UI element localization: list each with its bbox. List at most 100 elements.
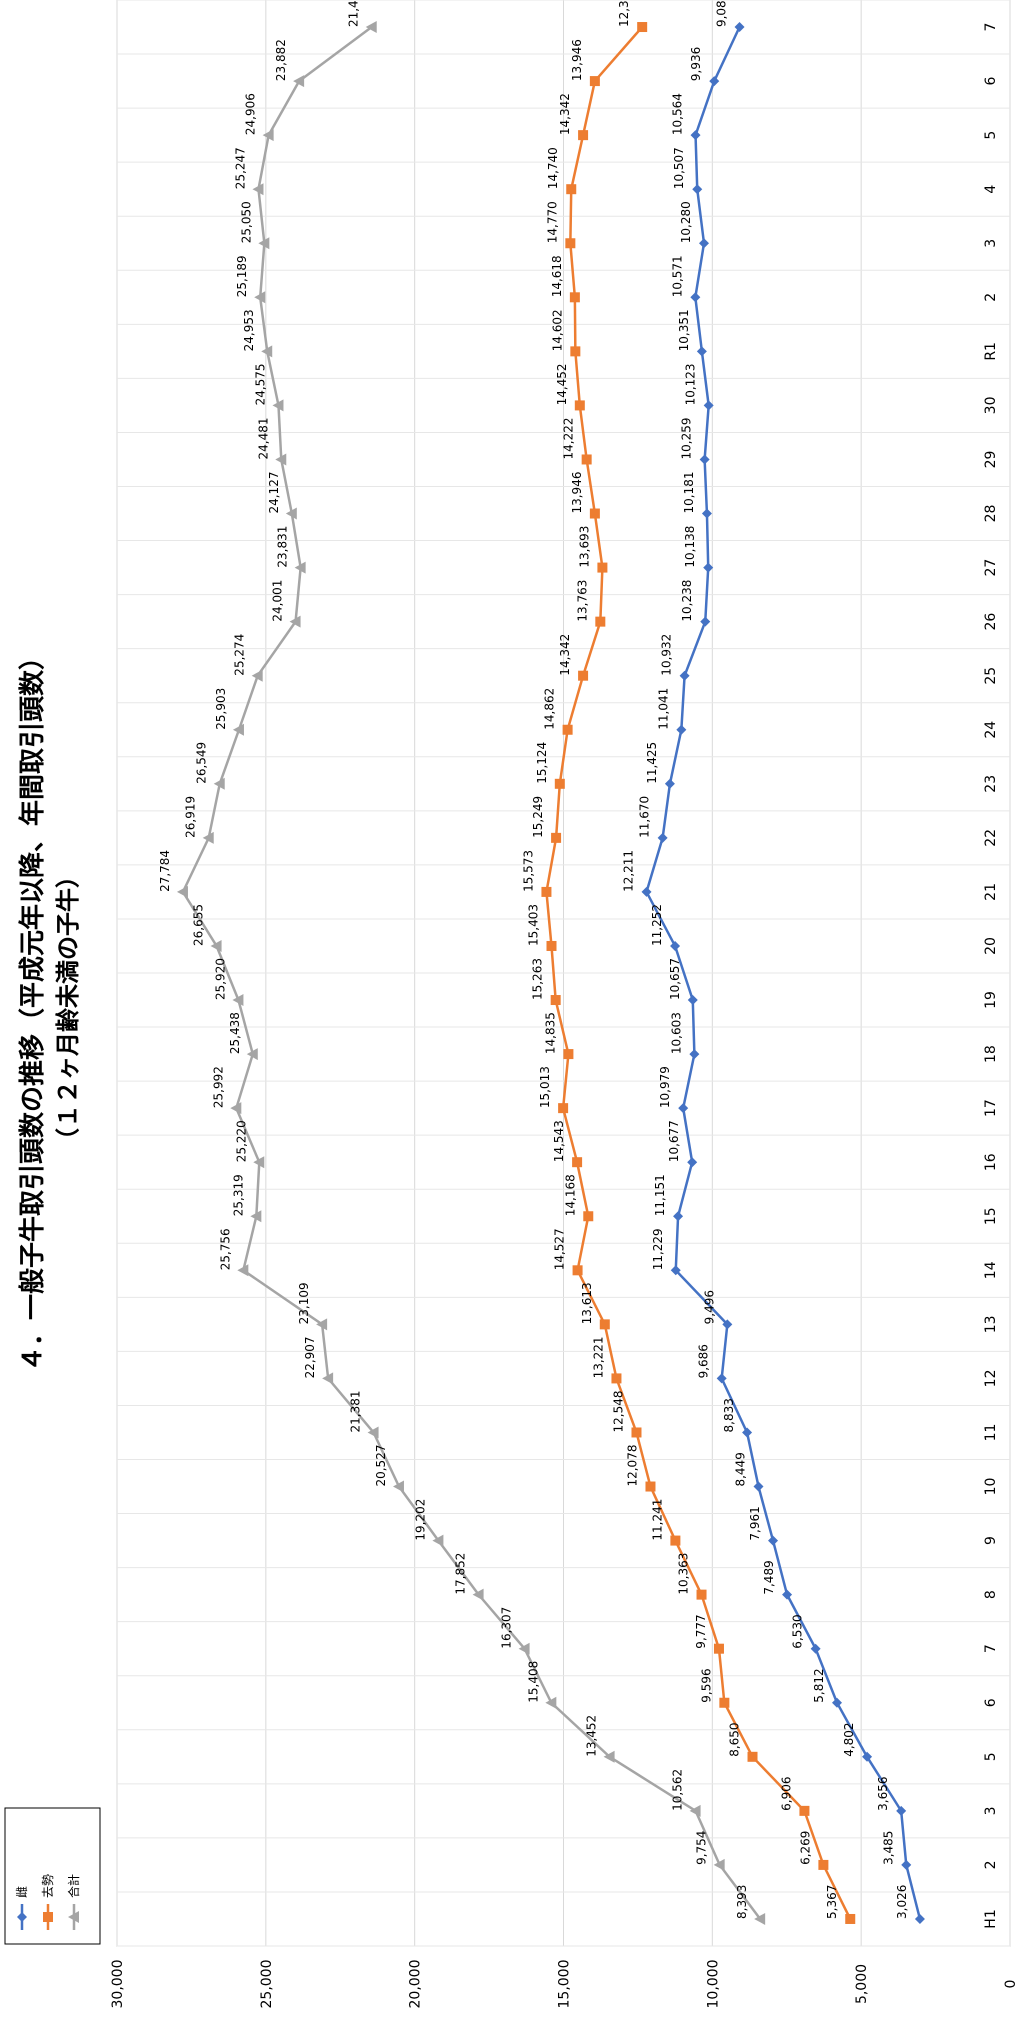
- data-point-marker: [709, 76, 720, 87]
- data-point-marker: [550, 995, 561, 1006]
- data-point-marker: [831, 1697, 842, 1708]
- data-label: 10,123: [684, 363, 698, 405]
- category-tick-label: 26: [983, 613, 999, 631]
- data-point-marker: [742, 1427, 753, 1438]
- data-label: 6,269: [798, 1831, 812, 1865]
- series-line: [545, 26, 852, 1920]
- data-label: 3,026: [895, 1885, 909, 1919]
- data-point-marker: [673, 1211, 684, 1222]
- category-tick-label: 3: [983, 1806, 999, 1815]
- data-label: 14,770: [545, 201, 559, 243]
- data-label: 6,906: [779, 1777, 793, 1811]
- chart-title-line2: （１２ヶ月齢未満の子牛）: [54, 864, 82, 1152]
- series-line: [645, 26, 922, 1920]
- category-tick-label: 5: [983, 1752, 999, 1761]
- data-label: 3,656: [876, 1777, 890, 1811]
- data-point-marker: [546, 940, 557, 951]
- data-point-marker: [578, 670, 589, 681]
- category-tick-label: 20: [983, 937, 999, 955]
- category-tick-label: 29: [983, 451, 999, 469]
- data-point-marker: [641, 886, 652, 897]
- data-point-marker: [713, 1643, 724, 1654]
- data-point-marker: [782, 1589, 793, 1600]
- data-point-marker: [541, 886, 552, 897]
- data-label: 20,527: [374, 1445, 388, 1487]
- data-label: 10,507: [672, 147, 686, 189]
- category-tick-label: 7: [983, 23, 999, 32]
- data-label: 8,393: [735, 1885, 749, 1919]
- series-female: [641, 22, 925, 1924]
- data-label: 24,127: [267, 472, 281, 514]
- data-point-marker: [176, 885, 188, 898]
- data-label: 10,603: [669, 1012, 683, 1054]
- data-label: 13,763: [575, 580, 589, 622]
- data-point-marker: [818, 1859, 829, 1870]
- category-tick-label: 16: [983, 1153, 999, 1171]
- data-point-marker: [232, 723, 244, 736]
- category-tick-label: 2: [983, 293, 999, 302]
- category-tick-label: 5: [983, 131, 999, 140]
- data-label: 6,530: [791, 1614, 805, 1648]
- data-label: 11,425: [645, 742, 659, 784]
- data-point-marker: [676, 724, 687, 735]
- data-label: 15,263: [531, 958, 545, 1000]
- data-point-marker: [202, 831, 214, 844]
- data-point-marker: [289, 615, 301, 628]
- data-point-marker: [670, 940, 681, 951]
- data-point-marker: [551, 832, 562, 843]
- data-label: 10,657: [668, 958, 682, 1000]
- data-label: 10,181: [682, 472, 696, 514]
- data-label: 10,564: [671, 93, 685, 135]
- data-label: 11,241: [650, 1499, 664, 1541]
- category-tick-label: 13: [983, 1315, 999, 1333]
- category-tick-label: 8: [983, 1590, 999, 1599]
- data-point-marker: [237, 1264, 249, 1277]
- data-point-marker: [678, 1103, 689, 1114]
- data-point-marker: [562, 724, 573, 735]
- data-point-marker: [578, 130, 589, 141]
- data-point-marker: [657, 832, 668, 843]
- data-label: 14,452: [555, 363, 569, 405]
- data-point-marker: [810, 1643, 821, 1654]
- data-point-marker: [690, 292, 701, 303]
- legend-label: 雌: [14, 1886, 29, 1898]
- data-point-marker: [719, 1697, 730, 1708]
- data-point-marker: [687, 995, 698, 1006]
- data-point-marker: [250, 1210, 262, 1223]
- data-label: 25,319: [231, 1174, 245, 1216]
- data-label: 14,342: [558, 93, 572, 135]
- data-label: 10,280: [679, 201, 693, 243]
- data-label: 11,151: [653, 1174, 667, 1216]
- data-point-marker: [747, 1751, 758, 1762]
- category-tick-label: 6: [983, 1698, 999, 1707]
- data-point-marker: [696, 346, 707, 357]
- data-point-marker: [670, 1265, 681, 1276]
- data-point-marker: [322, 1372, 334, 1385]
- data-point-marker: [572, 1157, 583, 1168]
- data-label: 10,138: [683, 526, 697, 568]
- data-label: 25,189: [235, 255, 249, 297]
- data-label: 15,408: [526, 1661, 540, 1703]
- data-label: 22,907: [303, 1336, 317, 1378]
- data-label: 25,274: [233, 634, 247, 676]
- data-point-marker: [432, 1534, 444, 1547]
- data-label: 8,650: [728, 1722, 742, 1756]
- data-label: 25,903: [214, 688, 228, 730]
- gridlines: [116, 0, 1011, 1947]
- data-label: 14,835: [543, 1012, 557, 1054]
- legend-item-steer: 去勢: [40, 1874, 55, 1930]
- data-point-marker: [253, 1156, 265, 1169]
- data-label: 15,573: [521, 850, 535, 892]
- data-point-marker: [213, 777, 225, 790]
- data-label: 25,920: [213, 958, 227, 1000]
- category-tick-label: 11: [983, 1424, 999, 1442]
- chart-title: ４．一般子牛取引頭数の推移（平成元年以降、年間取引頭数） （１２ヶ月齢未満の子牛…: [17, 644, 82, 1372]
- data-point-marker: [700, 616, 711, 627]
- data-label: 16,307: [500, 1607, 514, 1649]
- data-point-marker: [768, 1535, 779, 1546]
- data-point-marker: [689, 1049, 700, 1060]
- data-point-marker: [367, 1426, 379, 1439]
- data-label: 9,936: [689, 47, 703, 81]
- legend: 雌去勢 合計: [4, 1807, 101, 1945]
